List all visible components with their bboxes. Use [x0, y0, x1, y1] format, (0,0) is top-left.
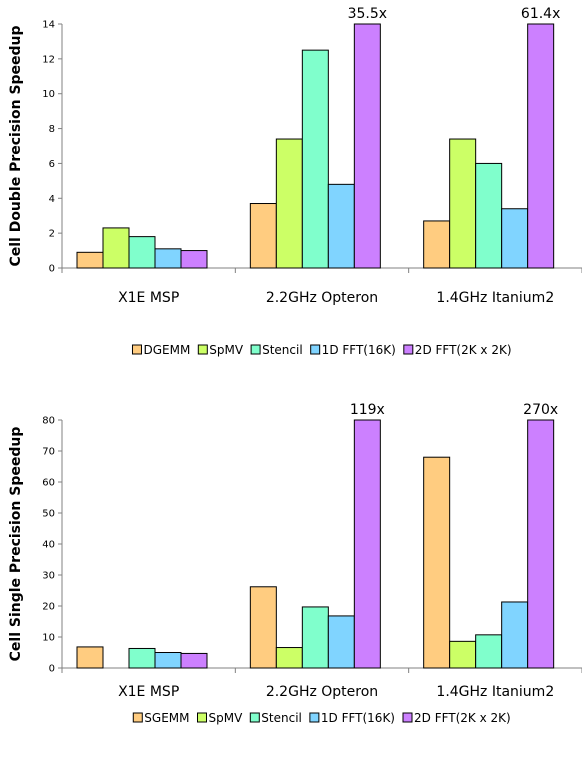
legend-label: 2D FFT(2K x 2K)	[414, 711, 511, 725]
x-category-label: 1.4GHz Itanium2	[436, 684, 554, 700]
x-category-label: X1E MSP	[118, 684, 179, 700]
legend-swatch	[309, 712, 320, 723]
bar-1d-fft-16k--1	[154, 652, 182, 669]
bar-2d-fft-2k-x-2k--2	[353, 23, 381, 269]
bar-annotation: 119x	[350, 402, 385, 418]
legend: SGEMM SpMV Stencil 1D FFT(16K) 2D FFT(2K x 2…	[132, 711, 511, 725]
bar-spmv-2	[275, 647, 303, 669]
chart-1: 0 2 4 6 8 10 12 14 Cell Double Precision Speedup…	[8, 6, 582, 357]
y-tick-label: 80	[42, 416, 55, 427]
bar-stencil-3	[475, 162, 503, 269]
y-tick-label: 2	[49, 229, 55, 240]
bar-sgemm-1	[76, 646, 104, 669]
bar-annotation: 35.5x	[348, 6, 387, 22]
legend-swatch	[403, 344, 414, 355]
bar-2d-fft-2k-x-2k--3	[527, 419, 555, 669]
legend-label: 1D FFT(16K)	[322, 343, 396, 357]
bar-2d-fft-2k-x-2k--2	[353, 419, 381, 669]
bar-stencil-1	[128, 647, 156, 669]
legend: DGEMM SpMV Stencil 1D FFT(16K) 2D FFT(2K x 2…	[131, 343, 512, 357]
bar-stencil-3	[475, 634, 503, 669]
y-tick-label: 70	[42, 447, 55, 458]
y-tick-label: 4	[49, 194, 55, 205]
legend-swatch	[197, 344, 208, 355]
bar-stencil-1	[128, 236, 156, 269]
legend-label: Stencil	[262, 343, 303, 357]
y-tick-label: 20	[42, 602, 55, 613]
bar-dgemm-2	[249, 203, 277, 269]
bar-dgemm-1	[76, 251, 104, 269]
bar-dgemm-3	[423, 220, 451, 269]
y-axis-label: Cell Double Precision Speedup	[8, 25, 24, 266]
legend-label: DGEMM	[143, 343, 190, 357]
legend-label: SGEMM	[144, 711, 189, 725]
legend-swatch	[250, 344, 261, 355]
y-tick-label: 0	[49, 264, 55, 275]
y-tick-label: 50	[42, 509, 55, 520]
legend-label: Stencil	[261, 711, 302, 725]
legend-swatch	[249, 712, 260, 723]
bar-spmv-1	[102, 227, 130, 269]
bar-sgemm-2	[249, 586, 277, 669]
bar-2d-fft-2k-x-2k--1	[180, 652, 208, 669]
legend-swatch	[131, 344, 142, 355]
legend-label: 1D FFT(16K)	[321, 711, 395, 725]
bar-annotation: 270x	[523, 402, 558, 418]
bar-1d-fft-16k--3	[501, 208, 529, 269]
legend-swatch	[402, 712, 413, 723]
bar-1d-fft-16k--3	[501, 601, 529, 669]
bar-stencil-2	[301, 49, 329, 269]
bar-2d-fft-2k-x-2k--3	[527, 23, 555, 269]
bar-spmv-2	[275, 138, 303, 269]
legend-swatch	[132, 712, 143, 723]
bar-1d-fft-16k--1	[154, 248, 182, 269]
y-tick-label: 10	[42, 633, 55, 644]
bar-2d-fft-2k-x-2k--1	[180, 250, 208, 269]
legend-label: SpMV	[209, 343, 244, 357]
bar-spmv-3	[449, 138, 477, 269]
y-tick-label: 6	[49, 159, 55, 170]
y-tick-label: 8	[49, 124, 55, 135]
y-tick-label: 30	[42, 571, 55, 582]
x-category-label: 2.2GHz Opteron	[266, 684, 378, 700]
legend-swatch	[197, 712, 207, 723]
chart-2: 0 10 20 30 40 50 60 70 80 Cell Single Precision S…	[8, 402, 582, 725]
y-tick-label: 14	[42, 20, 55, 31]
bar-1d-fft-16k--2	[327, 615, 355, 669]
x-category-label: 2.2GHz Opteron	[266, 290, 378, 306]
legend-label: 2D FFT(2K x 2K)	[415, 343, 512, 357]
bar-stencil-2	[301, 606, 329, 669]
y-axis-label: Cell Single Precision Speedup	[8, 427, 24, 662]
legend-label: SpMV	[209, 711, 244, 725]
y-tick-label: 12	[42, 54, 55, 65]
y-tick-label: 60	[42, 478, 55, 489]
bar-sgemm-3	[423, 456, 451, 669]
x-category-label: X1E MSP	[118, 290, 179, 306]
bar-annotation: 61.4x	[521, 6, 560, 22]
y-tick-label: 0	[49, 664, 55, 675]
bar-1d-fft-16k--2	[327, 183, 355, 269]
y-tick-label: 40	[42, 540, 55, 551]
bar-spmv-3	[449, 640, 477, 669]
legend-swatch	[310, 344, 321, 355]
y-tick-label: 10	[42, 89, 55, 100]
x-category-label: 1.4GHz Itanium2	[436, 290, 554, 306]
